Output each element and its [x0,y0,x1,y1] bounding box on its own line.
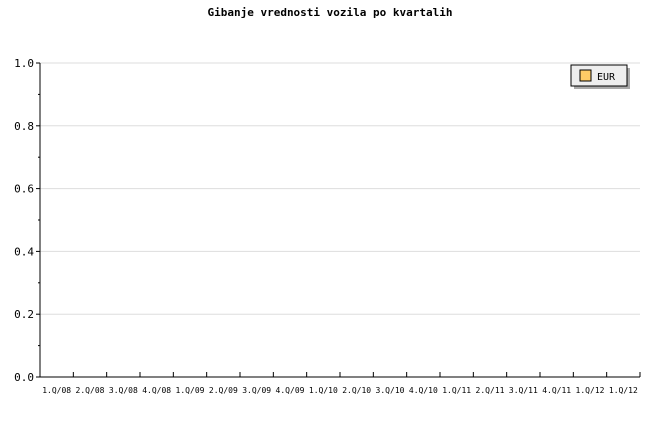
x-tick-label: 4.Q/08 [142,386,171,395]
x-tick-label: 4.Q/09 [276,386,305,395]
legend-label-eur: EUR [597,72,616,83]
x-tick-label: 2.Q/10 [342,386,371,395]
x-tick-label: 2.Q/09 [209,386,238,395]
chart-title: Gibanje vrednosti vozila po kvartalih [207,6,452,19]
y-tick-label: 0.8 [14,120,34,133]
legend: EUR [570,64,630,89]
x-tick-label: 3.Q/08 [109,386,138,395]
x-tick-label: 1.Q/12 [609,386,638,395]
x-tick-label: 4.Q/11 [542,386,571,395]
x-tick-label: 3.Q/10 [376,386,405,395]
x-tick-label: 1.Q/10 [309,386,338,395]
y-tick-label: 0.2 [14,308,34,321]
y-tick-label: 0.0 [14,371,34,384]
x-tick-label: 1.Q/11 [442,386,471,395]
y-tick-label: 0.4 [14,245,34,258]
x-tick-label: 4.Q/10 [409,386,438,395]
x-tick-label: 2.Q/08 [76,386,105,395]
x-tick-label: 3.Q/09 [242,386,271,395]
x-tick-label: 2.Q/11 [476,386,505,395]
x-tick-label: 1.Q/12 [576,386,605,395]
y-tick-label: 1.0 [14,57,34,70]
y-tick-label: 0.6 [14,183,34,196]
x-tick-label: 3.Q/11 [509,386,538,395]
x-tick-label: 1.Q/08 [42,386,71,395]
legend-swatch-eur [579,69,592,82]
x-tick-label: 1.Q/09 [176,386,205,395]
